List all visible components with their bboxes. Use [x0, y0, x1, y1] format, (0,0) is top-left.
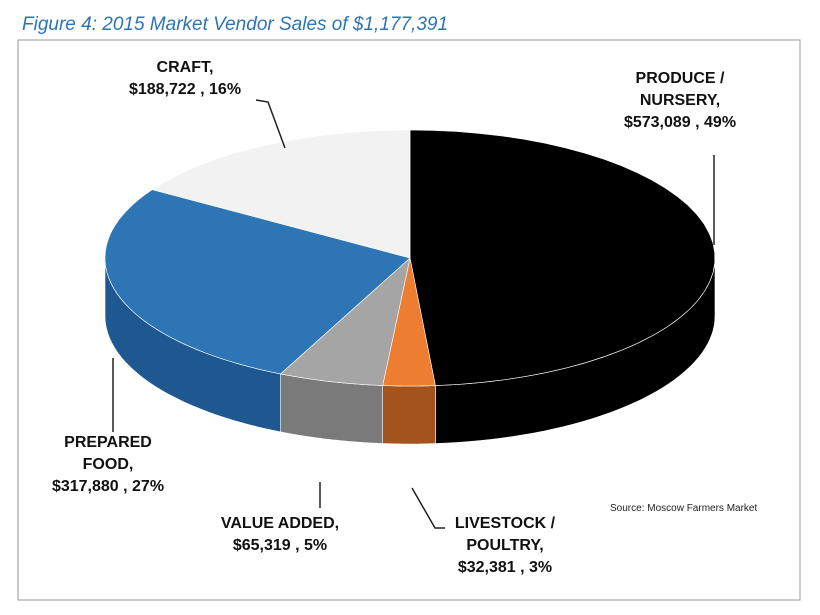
slice-label: PREPARED FOOD, $317,880 , 27% — [28, 432, 188, 498]
value-label: $188,722 , 16% — [128, 81, 242, 98]
source-note: Source: Moscow Farmers Market — [610, 503, 758, 514]
slice — [382, 257, 436, 387]
value-label: $317,880 , 27% — [51, 478, 165, 495]
category-label: CRAFT, — [156, 59, 214, 76]
pie — [104, 129, 716, 445]
value-label: $65,319 , 5% — [232, 537, 328, 554]
category-label: VALUE ADDED, — [220, 515, 340, 532]
slice — [104, 189, 411, 375]
chart-title: Figure 4: 2015 Market Vendor Sales of $1… — [22, 14, 449, 35]
leader-line — [411, 487, 445, 529]
category-label: PRODUCE / NURSERY, — [635, 70, 725, 109]
category-label: LIVESTOCK / POULTRY, — [454, 515, 556, 554]
category-label: PREPARED FOOD, — [64, 434, 152, 473]
slice-label: PRODUCE / NURSERY, $573,089 , 49% — [600, 68, 760, 134]
leader-lines — [112, 99, 715, 529]
chart-border — [17, 39, 801, 601]
slice — [409, 129, 716, 386]
leader-line — [255, 99, 286, 149]
slice-label: VALUE ADDED, $65,319 , 5% — [200, 513, 360, 557]
slice — [279, 257, 411, 386]
slice-label: LIVESTOCK / POULTRY, $32,381 , 3% — [425, 513, 585, 579]
slice-side — [382, 385, 436, 445]
value-label: $32,381 , 3% — [457, 559, 553, 576]
value-label: $573,089 , 49% — [623, 114, 737, 131]
slice — [151, 129, 411, 259]
slice-label: CRAFT, $188,722 , 16% — [100, 57, 270, 101]
